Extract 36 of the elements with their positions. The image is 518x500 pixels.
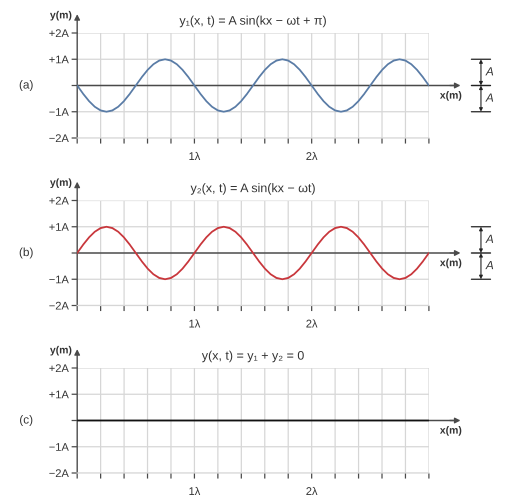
- chart-title: y₁(x, t) = A sin(kx − ωt + π): [179, 16, 326, 28]
- x-tick-label: 2λ: [306, 152, 318, 160]
- y-tick-label: −1A: [49, 276, 69, 284]
- x-axis-title: x(m): [440, 91, 462, 101]
- y-tick-label: −1A: [49, 108, 69, 116]
- text: A: [485, 94, 494, 102]
- y-tick-label: −2A: [49, 302, 69, 310]
- x-tick-label: 1λ: [189, 152, 200, 160]
- line-series: [77, 226, 429, 280]
- text: A: [485, 67, 494, 76]
- y-tick-label: +2A: [49, 196, 69, 205]
- text: A: [485, 261, 494, 270]
- text: (a): [20, 80, 33, 91]
- y-axis-title: y(m): [50, 346, 72, 356]
- y-tick-label: +2A: [49, 364, 69, 372]
- chart-title: y₂(x, t) = A sin(kx − ωt): [190, 183, 315, 195]
- text: (c): [20, 414, 32, 426]
- x-tick-label: 2λ: [306, 319, 318, 328]
- y-tick-label: −2A: [49, 469, 69, 478]
- y-axis-title: y(m): [50, 178, 72, 188]
- x-tick-label: 1λ: [189, 319, 200, 328]
- x-axis-title: x(m): [440, 258, 462, 268]
- text: (b): [20, 247, 33, 258]
- x-tick-label: 2λ: [306, 486, 318, 495]
- y-tick-label: +1A: [49, 390, 69, 398]
- y-tick-label: −2A: [49, 134, 69, 142]
- chart-title: y(x, t) = y₁ + y₂ = 0: [202, 350, 304, 362]
- x-tick-label: 1λ: [189, 486, 200, 495]
- y-tick-label: −1A: [49, 443, 69, 451]
- text: A: [485, 234, 494, 243]
- y-tick-label: +2A: [49, 29, 69, 38]
- y-axis-title: y(m): [50, 10, 72, 21]
- line-series: [77, 58, 429, 113]
- y-tick-label: +1A: [49, 223, 69, 231]
- y-tick-label: +1A: [49, 56, 69, 64]
- x-axis-title: x(m): [440, 426, 462, 436]
